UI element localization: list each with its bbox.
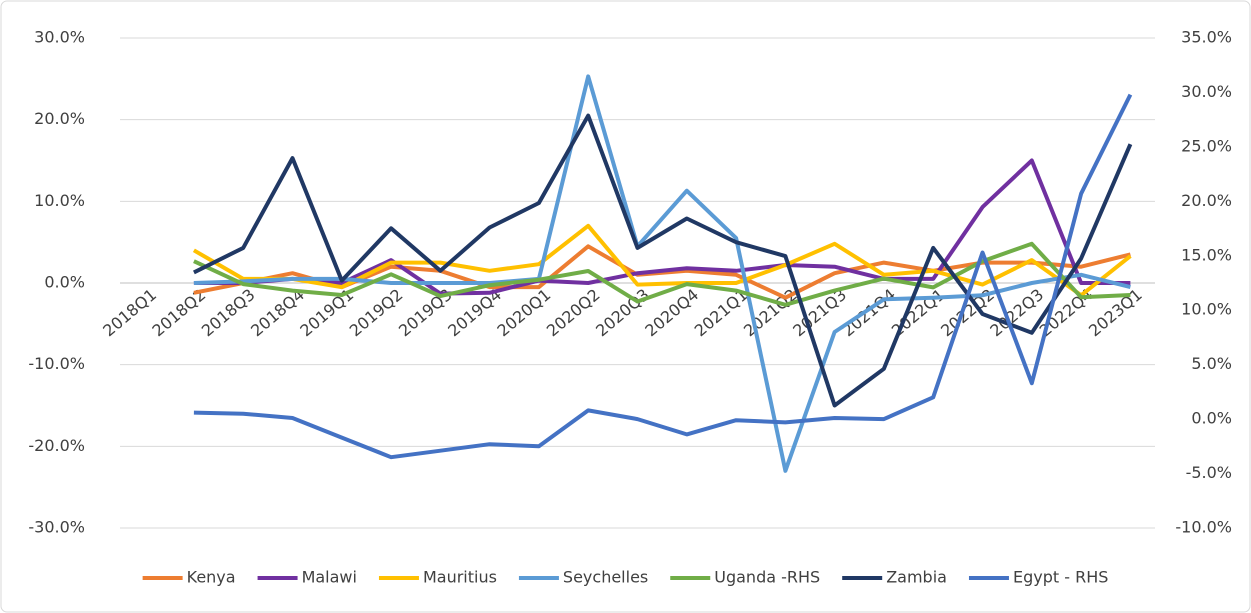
legend-label: Zambia [886,568,947,587]
series-line [193,241,1131,307]
y2-tick-label: 30.0% [1181,82,1232,101]
y-tick-label: 30.0% [34,28,85,47]
legend: Kenya Malawi Mauritius Seychelles Uganda -RH… [142,568,1108,587]
y-tick-label: -20.0% [28,436,85,455]
y2-tick-label: 15.0% [1181,245,1232,264]
legend-label: Mauritius [423,568,497,587]
legend-label: Malawi [302,568,357,587]
y2-tick-label: -10.0% [1175,518,1232,537]
legend-label: Seychelles [563,568,648,587]
legend-label: Uganda -RHS [714,568,820,587]
y2-tick-label: 20.0% [1181,191,1232,210]
y2-tick-label: -5.0% [1186,463,1232,482]
y-tick-label: 10.0% [34,191,85,210]
y2-tick-label: 5.0% [1191,354,1232,373]
series-line [193,113,1133,408]
legend-label: Egypt - RHS [1013,568,1108,587]
y-tick-label: 20.0% [34,109,85,128]
y-tick-label: 0.0% [44,273,85,292]
legend-label: Kenya [187,568,236,587]
y2-tick-label: 0.0% [1191,409,1232,428]
y2-tick-label: 35.0% [1181,28,1232,47]
y2-tick-label: 25.0% [1181,136,1232,155]
y-tick-label: -30.0% [28,518,85,537]
y2-tick-label: 10.0% [1181,300,1232,319]
y-tick-label: -10.0% [28,354,85,373]
series-line [193,74,1131,473]
series-line [193,93,1133,460]
